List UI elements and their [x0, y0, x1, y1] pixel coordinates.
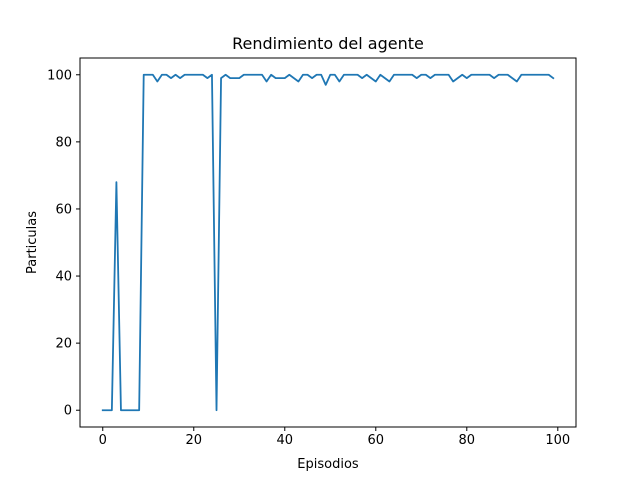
- y-tick-label: 40: [55, 270, 72, 285]
- series-line: [101, 73, 555, 412]
- axis-ticks: 0 20 40 60 80 100 0 20 40 60 80 100: [47, 68, 570, 448]
- y-axis-label: Particulas: [25, 211, 40, 274]
- x-tick-label: 20: [185, 433, 202, 448]
- x-tick-label: 40: [276, 433, 293, 448]
- x-tick-label: 100: [545, 433, 570, 448]
- x-tick-label: 60: [368, 433, 385, 448]
- y-tick-label: 20: [55, 337, 72, 352]
- x-tick-label: 0: [99, 433, 107, 448]
- plot-area: [101, 73, 555, 412]
- x-tick-label: 80: [459, 433, 476, 448]
- plot-frame: [79, 57, 577, 428]
- y-tick-label: 80: [55, 135, 72, 150]
- y-tick-label: 100: [47, 68, 72, 83]
- chart-title: Rendimiento del agente: [232, 34, 424, 53]
- y-tick-label: 60: [55, 202, 72, 217]
- y-tick-label: 0: [64, 404, 72, 419]
- x-axis-label: Episodios: [297, 457, 359, 472]
